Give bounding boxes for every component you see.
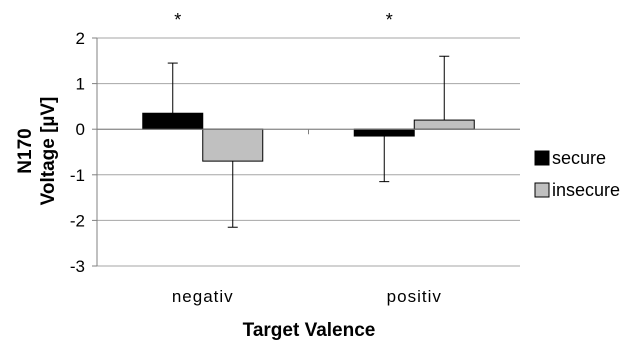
y-tick-label: 1 [76, 75, 85, 94]
legend: secure insecure [534, 148, 620, 200]
error-bars [167, 55, 450, 228]
gridlines [92, 37, 520, 267]
legend-label-secure: secure [552, 148, 606, 168]
category-label-positiv: positiv [387, 287, 442, 306]
bar-insecure-positiv [413, 119, 475, 130]
significance-markers: * * [174, 10, 393, 30]
legend-swatch-insecure [534, 182, 550, 198]
y-tick-labels: 2 1 0 -1 -2 -3 [70, 29, 85, 276]
y-tick-label: 2 [76, 29, 85, 48]
y-tick-label: -3 [70, 257, 85, 276]
bar-secure-negativ [142, 112, 204, 130]
y-tick-label: -1 [70, 166, 85, 185]
bar-secure-positiv [353, 128, 415, 137]
category-labels: negativ positiv [172, 287, 442, 306]
legend-swatch-secure [534, 150, 550, 166]
x-axis-title: Target Valence [243, 320, 376, 341]
y-tick-label: -2 [70, 211, 85, 230]
category-label-negativ: negativ [172, 287, 234, 306]
significance-marker: * [174, 10, 181, 30]
bar-insecure-negativ [202, 128, 264, 162]
significance-marker: * [386, 10, 393, 30]
legend-label-insecure: insecure [552, 180, 620, 200]
y-tick-label: 0 [76, 120, 85, 139]
y-axis-title-line2: Voltage [µV] [38, 97, 59, 206]
y-axis-title-line1: N170 [15, 128, 36, 173]
bars [142, 112, 475, 162]
